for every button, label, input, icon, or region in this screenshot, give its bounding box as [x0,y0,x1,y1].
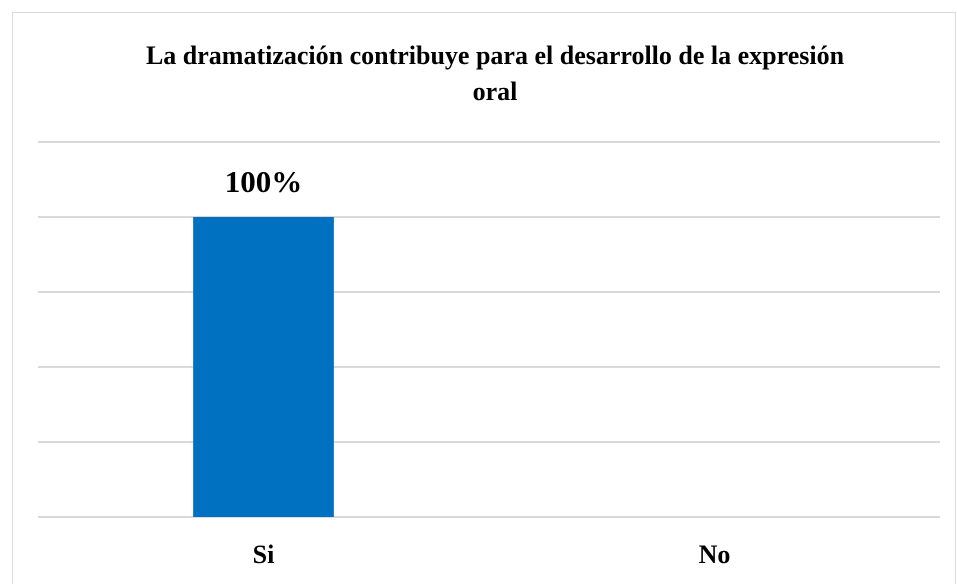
bar [193,217,334,517]
x-tick-label: No [699,540,731,569]
data-label: 100% [225,164,303,199]
x-tick-label: Si [253,540,275,569]
chart-title: La dramatización contribuye para el desa… [145,41,845,106]
chart-border [12,12,956,584]
